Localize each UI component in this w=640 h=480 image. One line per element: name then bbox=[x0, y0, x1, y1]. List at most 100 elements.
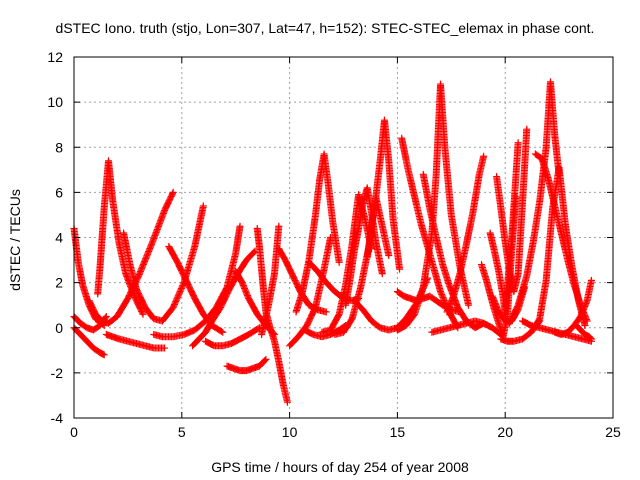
data-point-run bbox=[131, 294, 146, 317]
data-point-run bbox=[323, 280, 338, 295]
data-point-run bbox=[381, 118, 393, 163]
data-point-run bbox=[491, 249, 502, 274]
data-point bbox=[514, 139, 522, 147]
data-point-run bbox=[582, 331, 592, 340]
data-point-run bbox=[340, 316, 355, 335]
data-point-run bbox=[71, 314, 83, 326]
data-point-run bbox=[329, 219, 343, 265]
data-point-run bbox=[213, 284, 230, 310]
data-point bbox=[378, 270, 386, 278]
data-point-run bbox=[497, 206, 509, 244]
data-point-run bbox=[562, 224, 576, 269]
data-point bbox=[587, 335, 595, 343]
series-arc bbox=[85, 188, 177, 327]
series-arc bbox=[253, 224, 291, 406]
data-point-run bbox=[385, 158, 397, 222]
series-arc bbox=[120, 202, 207, 325]
data-point-run bbox=[288, 271, 304, 294]
data-point-run bbox=[192, 318, 208, 333]
data-point-run bbox=[486, 230, 498, 254]
data-point-run bbox=[411, 194, 425, 226]
y-tick-label: 0 bbox=[55, 320, 63, 336]
data-point-run bbox=[120, 230, 134, 267]
data-point-run bbox=[506, 303, 521, 326]
data-point-run bbox=[336, 282, 349, 317]
data-point-run bbox=[395, 289, 407, 299]
series-arc bbox=[493, 125, 531, 296]
data-point-run bbox=[469, 172, 483, 215]
data-point-run bbox=[244, 248, 258, 263]
y-tick-label: -4 bbox=[51, 410, 64, 426]
data-point-run bbox=[91, 322, 103, 333]
data-point-run bbox=[514, 201, 526, 276]
data-point-run bbox=[133, 287, 148, 310]
data-point-run bbox=[586, 334, 594, 342]
data-point-run bbox=[293, 289, 306, 315]
data-point-run bbox=[547, 79, 559, 138]
data-point-run bbox=[551, 203, 565, 235]
data-point-run bbox=[166, 244, 181, 265]
data-point-run bbox=[583, 278, 595, 303]
data-point-run bbox=[320, 235, 334, 272]
data-point-run bbox=[545, 176, 558, 208]
data-point-run bbox=[433, 235, 446, 267]
data-point-run bbox=[379, 224, 392, 258]
data-point-run bbox=[306, 302, 320, 313]
data-point bbox=[169, 188, 177, 196]
data-point-run bbox=[536, 278, 550, 321]
data-point bbox=[581, 321, 589, 329]
data-point-run bbox=[363, 224, 375, 260]
data-point-run bbox=[239, 280, 252, 301]
data-point-run bbox=[78, 320, 90, 331]
x-tick-label: 15 bbox=[390, 424, 406, 440]
data-point-run bbox=[191, 296, 207, 317]
data-point-run bbox=[78, 332, 90, 344]
data-point-run bbox=[573, 323, 584, 333]
data-point-run bbox=[223, 251, 239, 290]
data-point-run bbox=[312, 176, 324, 217]
data-point bbox=[219, 328, 227, 336]
data-point-run bbox=[142, 305, 157, 321]
data-point-run bbox=[97, 349, 107, 358]
data-point-run bbox=[571, 282, 584, 308]
series-arc bbox=[223, 355, 270, 375]
x-tick-label: 20 bbox=[497, 424, 513, 440]
data-point-run bbox=[105, 158, 117, 204]
data-point-run bbox=[426, 206, 440, 240]
data-point-run bbox=[508, 140, 522, 242]
series-arc bbox=[150, 222, 244, 341]
x-tick-label: 10 bbox=[282, 424, 298, 440]
data-point-run bbox=[455, 305, 470, 324]
data-point-run bbox=[237, 331, 251, 342]
data-point-run bbox=[565, 323, 577, 335]
data-point bbox=[587, 276, 595, 284]
data-point-run bbox=[135, 242, 155, 278]
y-tick-label: 6 bbox=[55, 184, 63, 200]
data-point bbox=[335, 258, 343, 266]
data-point-run bbox=[202, 318, 215, 335]
data-point bbox=[396, 265, 404, 273]
data-point-run bbox=[305, 212, 319, 263]
y-tick-label: -2 bbox=[51, 365, 64, 381]
data-point-run bbox=[533, 151, 545, 162]
data-point-run bbox=[496, 309, 508, 324]
data-point bbox=[385, 252, 393, 260]
data-point-run bbox=[246, 325, 262, 338]
data-point-run bbox=[183, 278, 198, 301]
data-point bbox=[523, 125, 531, 133]
series-arc bbox=[531, 150, 591, 325]
data-point-run bbox=[276, 246, 289, 263]
data-point-run bbox=[279, 382, 291, 405]
data-point-run bbox=[71, 325, 83, 337]
data-point-run bbox=[520, 329, 534, 342]
data-point-run bbox=[209, 305, 224, 324]
data-point-run bbox=[93, 311, 105, 324]
data-point-run bbox=[538, 156, 552, 181]
data-point-run bbox=[420, 172, 433, 211]
data-point bbox=[139, 310, 147, 318]
series-arc bbox=[102, 331, 169, 352]
data-point-run bbox=[434, 298, 445, 308]
data-point bbox=[161, 344, 169, 352]
data-point-run bbox=[203, 338, 217, 349]
series-arc bbox=[443, 152, 488, 316]
